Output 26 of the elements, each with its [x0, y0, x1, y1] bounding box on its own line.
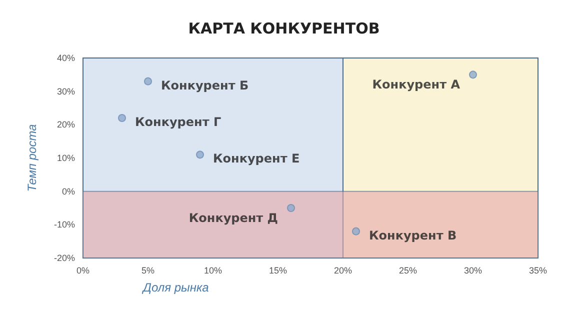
x-tick-label: 35%	[528, 266, 548, 276]
x-axis-title: Доля рынка	[141, 280, 210, 294]
point	[196, 150, 204, 159]
y-tick-label: 10%	[56, 153, 75, 163]
x-tick-label: 0%	[76, 266, 90, 276]
series-label: Конкурент Г	[135, 115, 222, 129]
x-tick-label: 25%	[398, 266, 418, 276]
y-tick-label: 20%	[56, 120, 75, 130]
point	[144, 77, 152, 86]
y-tick-label: 40%	[56, 53, 75, 63]
series-label: Конкурент А	[372, 78, 461, 92]
x-tick-label: 20%	[334, 266, 352, 276]
y-tick-label: 30%	[56, 86, 75, 96]
series-label: Конкурент Б	[161, 78, 249, 92]
point	[118, 114, 126, 122]
y-axis-title: Темп роста	[25, 124, 39, 192]
chart-title: КАРТА КОНКУРЕНТОВ	[188, 20, 380, 38]
x-tick-label: 5%	[141, 266, 155, 276]
point	[469, 70, 477, 79]
series-label: Конкурент Е	[213, 152, 300, 166]
y-tick-label: -10%	[54, 220, 75, 230]
x-tick-label: 15%	[268, 266, 288, 276]
y-tick-label: 0%	[62, 186, 75, 196]
y-tick-label: -20%	[54, 253, 75, 263]
x-tick-label: 30%	[464, 266, 482, 276]
x-tick-label: 10%	[204, 266, 222, 276]
